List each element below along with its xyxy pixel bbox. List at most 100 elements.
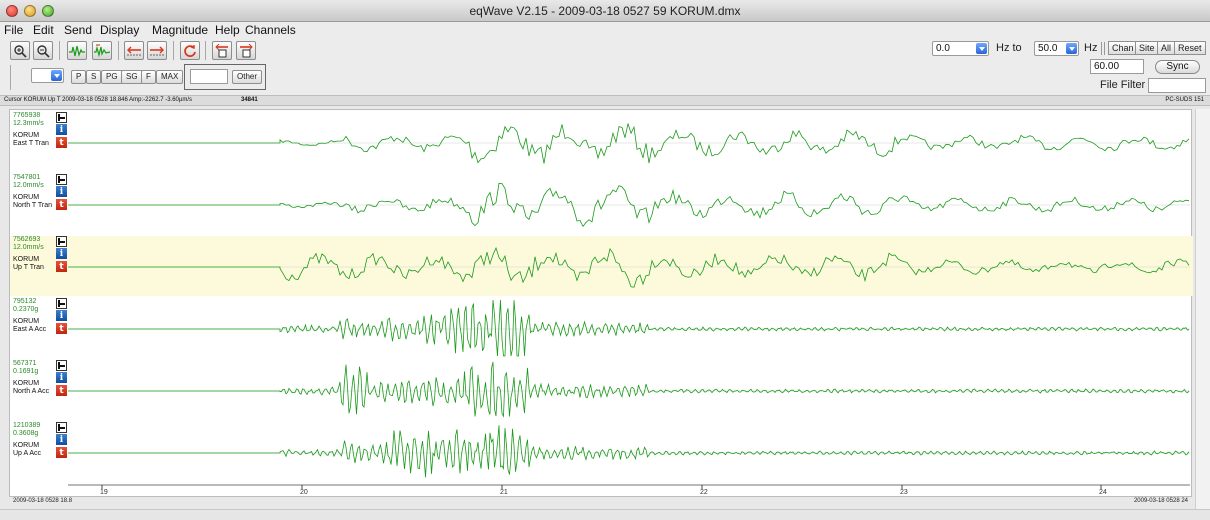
chevron-down-icon: [976, 43, 987, 54]
seismic-trace[interactable]: [68, 361, 1190, 418]
menu-file[interactable]: File: [4, 23, 24, 37]
zoom-out-button[interactable]: [33, 41, 53, 60]
time-pick-icon[interactable]: t: [56, 385, 67, 396]
time-pick-icon[interactable]: t: [56, 447, 67, 458]
channel-scale: 12.0mm/s: [13, 182, 44, 189]
menu-help[interactable]: Help: [215, 23, 240, 37]
sync-button[interactable]: Sync: [1155, 60, 1200, 74]
channel-count: 7765938: [13, 112, 41, 119]
seismic-trace[interactable]: [68, 425, 1190, 478]
wave-expand-button[interactable]: [67, 41, 87, 60]
phase-select[interactable]: [31, 68, 64, 83]
other-phase-input[interactable]: [190, 69, 228, 84]
time-pick-icon[interactable]: t: [56, 137, 67, 148]
seismic-trace[interactable]: [68, 246, 1190, 288]
gain-toggle-icon[interactable]: [56, 298, 67, 309]
gain-toggle-icon[interactable]: [56, 174, 67, 185]
channel-station: KORUM: [13, 442, 40, 449]
duration-input[interactable]: 60.00: [1090, 59, 1144, 74]
hz-to-label: Hz to: [996, 42, 1022, 54]
channel-station: KORUM: [13, 380, 40, 387]
info-icon[interactable]: i: [56, 186, 67, 197]
menu-bar: File Edit Send Display Magnitude Help Ch…: [0, 22, 1210, 39]
reset-button[interactable]: Reset: [1174, 41, 1206, 55]
channel-station: KORUM: [13, 132, 40, 139]
bottom-strip: [0, 509, 1210, 520]
menu-display[interactable]: Display: [100, 23, 140, 37]
channel-scale: 12.3mm/s: [13, 120, 44, 127]
low-freq-select[interactable]: 0.0: [932, 41, 989, 56]
time-pick-icon[interactable]: t: [56, 261, 67, 272]
title-bar: eqWave V2.15 - 2009-03-18 0527 59 KORUM.…: [0, 0, 1210, 22]
gain-toggle-icon[interactable]: [56, 360, 67, 371]
time-pick-icon[interactable]: t: [56, 199, 67, 210]
wave-compress-button[interactable]: [92, 41, 112, 60]
channel-label: 7562693 12.0mm/s KORUM Up T Tran: [13, 236, 44, 272]
phase-f-button[interactable]: F: [141, 70, 156, 84]
info-icon[interactable]: i: [56, 372, 67, 383]
other-phase-button[interactable]: Other: [232, 70, 263, 84]
prev-file-button[interactable]: [212, 41, 232, 60]
sort-site-button[interactable]: Site: [1135, 41, 1159, 55]
menu-edit[interactable]: Edit: [33, 23, 54, 37]
prev-file-icon: [215, 43, 228, 57]
phase-max-button[interactable]: MAX: [156, 70, 184, 84]
window-title: eqWave V2.15 - 2009-03-18 0527 59 KORUM.…: [469, 4, 741, 18]
channel-station: KORUM: [13, 194, 40, 201]
seismic-trace[interactable]: [68, 123, 1190, 164]
channel-component: East A Acc: [13, 326, 47, 333]
sort-all-button[interactable]: All: [1157, 41, 1176, 55]
channel-label: 1210389 0.3608g KORUM Up A Acc: [13, 422, 41, 458]
phase-p-button[interactable]: P: [71, 70, 87, 84]
traces-canvas[interactable]: [10, 110, 1193, 498]
end-time-label: 2009-03-18 0528 24: [1133, 498, 1188, 504]
zoom-in-button[interactable]: [10, 41, 30, 60]
channel-scale: 0.3608g: [13, 430, 39, 437]
phase-sg-button[interactable]: SG: [121, 70, 143, 84]
phase-pg-button[interactable]: PG: [101, 70, 123, 84]
info-icon[interactable]: i: [56, 310, 67, 321]
channel-label: 795132 0.2370g KORUM East A Acc: [13, 298, 46, 334]
minimize-window-button[interactable]: [24, 5, 36, 17]
menu-magnitude[interactable]: Magnitude: [152, 23, 209, 37]
menu-send[interactable]: Send: [64, 23, 93, 37]
channel-count: 7562693: [13, 236, 41, 243]
gain-toggle-icon[interactable]: [56, 422, 67, 433]
info-icon[interactable]: i: [56, 248, 67, 259]
channel-component: North A Acc: [13, 388, 50, 395]
high-freq-select[interactable]: 50.0: [1034, 41, 1079, 56]
close-window-button[interactable]: [6, 5, 18, 17]
info-icon[interactable]: i: [56, 124, 67, 135]
seismic-trace[interactable]: [68, 182, 1190, 228]
phase-s-button[interactable]: S: [86, 70, 102, 84]
vertical-scrollbar[interactable]: [1195, 109, 1210, 509]
axis-tick-label: 19: [100, 489, 108, 496]
next-file-button[interactable]: [236, 41, 256, 60]
cursor-readout: Cursor KORUM Up T 2009-03-18 0528 18.846…: [4, 97, 193, 103]
time-pick-icon[interactable]: t: [56, 323, 67, 334]
start-time-label: 2009-03-18 0528 18.8: [13, 498, 73, 504]
other-phase-group: [184, 64, 266, 90]
channel-scale: 12.0mm/s: [13, 244, 44, 251]
gain-toggle-icon[interactable]: [56, 236, 67, 247]
menu-channels[interactable]: Channels: [245, 23, 296, 37]
arrow-right-icon: [150, 46, 164, 55]
seismogram-plot[interactable]: 7765938 12.3mm/s KORUM East T Tran i t 7547801…: [9, 109, 1193, 504]
file-filter-input[interactable]: [1148, 78, 1206, 93]
zoom-in-icon: [14, 44, 27, 58]
info-icon[interactable]: i: [56, 434, 67, 445]
scroll-right-button[interactable]: [147, 41, 167, 60]
channel-scale: 0.2370g: [13, 306, 39, 313]
scroll-left-button[interactable]: [124, 41, 144, 60]
channel-count: 1210389: [13, 422, 41, 429]
reload-icon: [184, 44, 196, 57]
channel-station: KORUM: [13, 318, 40, 325]
zoom-window-button[interactable]: [42, 5, 54, 17]
reload-button[interactable]: [180, 41, 200, 60]
seismic-trace[interactable]: [68, 299, 1190, 357]
sort-chan-button[interactable]: Chan: [1108, 41, 1138, 55]
channel-component: East T Tran: [13, 140, 49, 147]
gain-toggle-icon[interactable]: [56, 112, 67, 123]
zoom-out-icon: [37, 44, 50, 58]
